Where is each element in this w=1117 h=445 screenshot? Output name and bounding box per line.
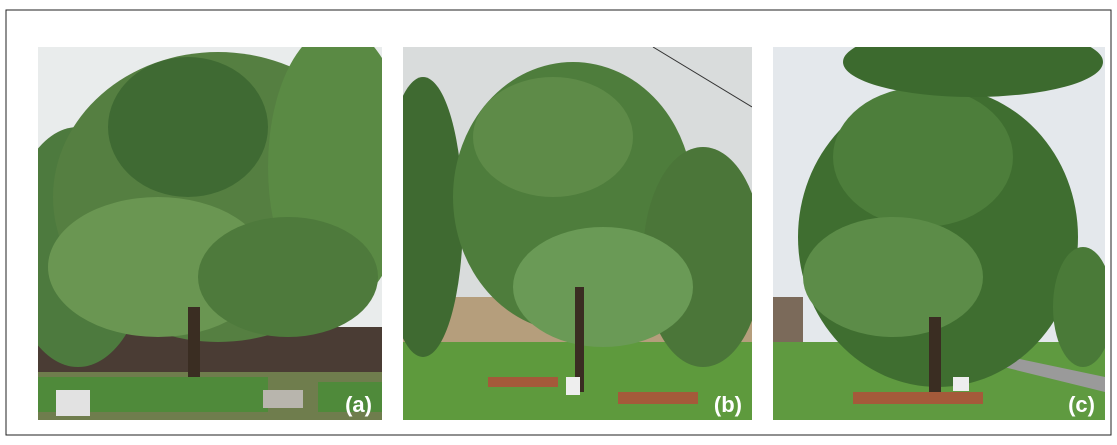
panel-label: (a) [345,392,372,417]
photo-a: (a) [38,47,382,420]
panel-label: (b) [714,392,742,417]
photo-c: (c) [773,47,1105,420]
panel-label: (c) [1068,392,1095,417]
photo-b: (b) [403,47,752,420]
